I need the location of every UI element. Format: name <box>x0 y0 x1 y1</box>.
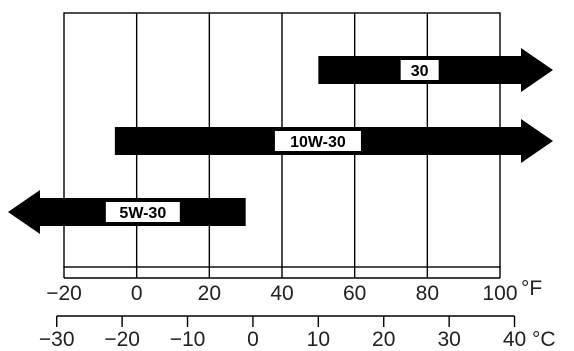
fahrenheit-axis: °F −20 0 20 40 60 80 100 <box>46 266 542 305</box>
celsius-tick-label: −10 <box>170 328 206 351</box>
fahrenheit-tick-label: 80 <box>416 282 439 305</box>
fahrenheit-tick-label: 100 <box>482 282 517 305</box>
fahrenheit-tick-label: 40 <box>270 282 293 305</box>
celsius-unit-label: °C <box>532 328 556 351</box>
celsius-axis: °C −30 −20 −10 0 10 20 30 40 <box>39 315 556 351</box>
range-label: 10W-30 <box>290 134 346 151</box>
celsius-tick-label: 10 <box>307 328 330 351</box>
celsius-tick-label: −20 <box>104 328 140 351</box>
range-label: 5W-30 <box>119 205 166 222</box>
range-label-box <box>274 131 361 151</box>
fahrenheit-tick-label: 60 <box>343 282 366 305</box>
fahrenheit-tick-label: 20 <box>198 282 221 305</box>
range-label-box <box>105 202 180 222</box>
viscosity-bars: 30 10W-30 5W-30 <box>8 48 553 234</box>
celsius-tick-label: 0 <box>247 328 259 351</box>
fahrenheit-tick-label: 0 <box>131 282 143 305</box>
fahrenheit-tick-label: −20 <box>46 282 82 305</box>
oil-range-30: 30 <box>318 48 553 92</box>
celsius-tick-label: 30 <box>437 328 460 351</box>
oil-range-10w-30: 10W-30 <box>114 119 553 163</box>
fahrenheit-unit-label: °F <box>521 277 542 300</box>
celsius-tick-label: −30 <box>39 328 75 351</box>
celsius-tick-label: 20 <box>372 328 395 351</box>
celsius-tick-label: 40 <box>503 328 526 351</box>
range-label-box <box>400 60 439 80</box>
oil-range-5w-30: 5W-30 <box>8 190 246 234</box>
range-label: 30 <box>411 63 429 80</box>
